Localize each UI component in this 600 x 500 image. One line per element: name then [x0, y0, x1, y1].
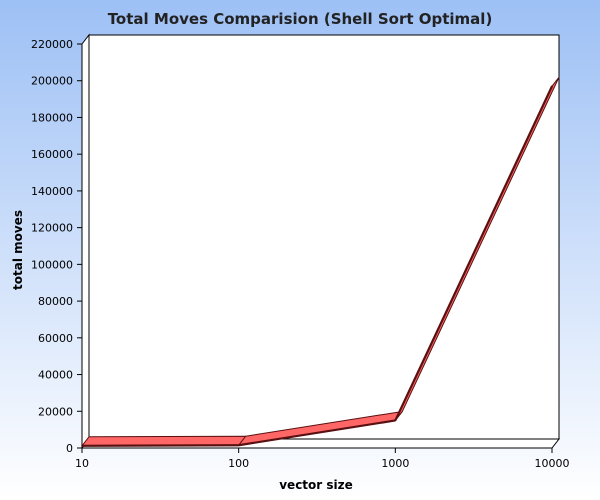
plot-left-wall — [81, 33, 90, 450]
y-tick-label: 160000 — [31, 148, 73, 161]
y-tick-label: 60000 — [38, 332, 73, 345]
y-tick-label: 120000 — [31, 222, 73, 235]
x-tick-label: 10000 — [535, 457, 570, 470]
series-front-edge — [394, 85, 553, 421]
y-tick-label: 80000 — [38, 295, 73, 308]
data-point — [551, 85, 553, 88]
series-front-edge — [81, 444, 239, 447]
y-tick-label: 40000 — [38, 369, 73, 382]
y-axis-ticks: 0 20000 40000 60000 80000 100000 120000 140000 1… — [31, 38, 82, 455]
data-point — [394, 419, 397, 422]
y-tick-label: 0 — [66, 442, 73, 455]
y-tick-label: 220000 — [31, 38, 73, 51]
series-front-edge — [238, 419, 396, 447]
y-axis-title: total moves — [11, 210, 25, 290]
x-tick-label: 10 — [75, 457, 89, 470]
data-point — [81, 444, 83, 447]
data-point — [237, 444, 240, 447]
x-tick-label: 1000 — [381, 457, 409, 470]
x-tick-label: 100 — [228, 457, 249, 470]
x-axis-title: vector size — [279, 478, 353, 492]
chart-title: Total Moves Comparision (Shell Sort Opti… — [108, 10, 493, 28]
y-tick-label: 20000 — [38, 405, 73, 418]
x-axis-ticks: 10 100 1000 10000 — [75, 448, 570, 470]
plot-back-wall — [88, 34, 560, 440]
y-tick-label: 200000 — [31, 75, 73, 88]
plot-frame — [80, 33, 561, 450]
series-ribbon — [81, 76, 560, 447]
y-tick-label: 180000 — [31, 111, 73, 124]
y-tick-label: 140000 — [31, 185, 73, 198]
y-tick-label: 100000 — [31, 258, 73, 271]
